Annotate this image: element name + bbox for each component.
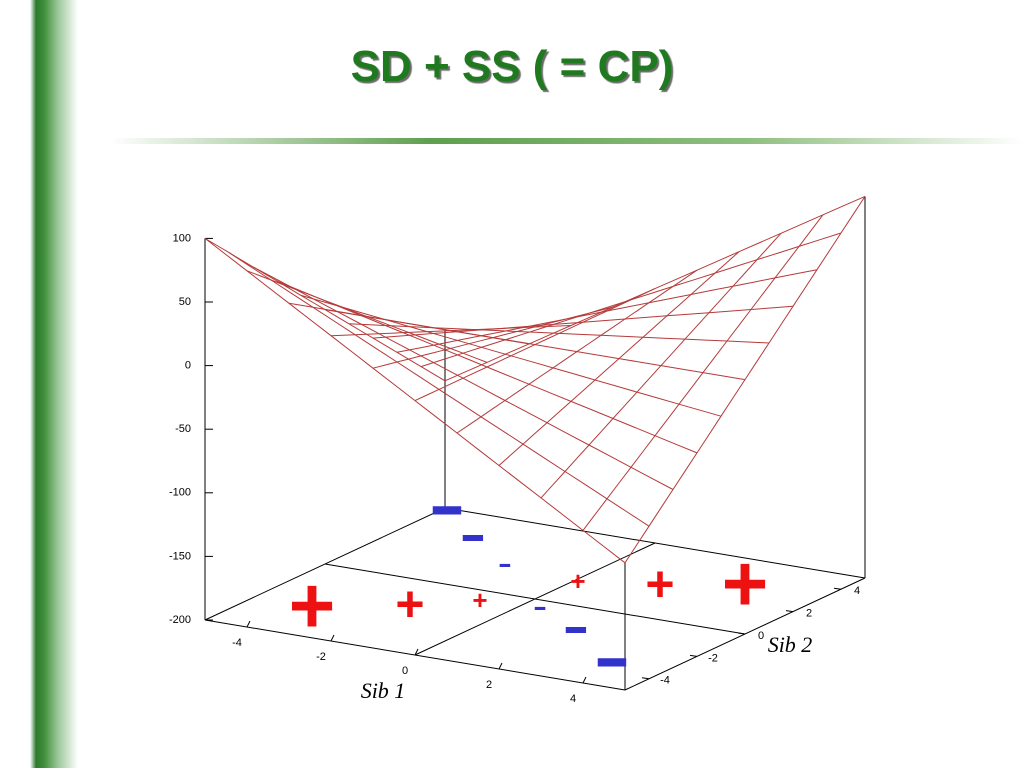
mesh-line — [540, 232, 782, 499]
y-tick — [833, 587, 842, 590]
z-tick-label: -150 — [169, 550, 191, 562]
y-tick — [641, 677, 650, 680]
plus-marker: + — [570, 566, 585, 596]
x-tick-label: 2 — [486, 679, 492, 691]
mesh-line — [444, 195, 866, 382]
y-tick-label: -4 — [660, 675, 670, 687]
plus-marker: + — [645, 556, 674, 612]
x-tick-label: -4 — [232, 637, 242, 649]
y-tick-label: 0 — [758, 630, 764, 642]
z-tick-label: -100 — [169, 487, 191, 499]
minus-marker: - — [460, 507, 487, 562]
x-tick — [330, 634, 335, 642]
mesh-line — [624, 196, 866, 564]
mesh-line — [456, 269, 698, 434]
mesh-line — [498, 251, 740, 466]
minus-marker: - — [533, 592, 547, 620]
mesh-line — [348, 323, 770, 344]
x-tick-label: 0 — [402, 665, 408, 677]
y-axis-label: Sib 2 — [768, 632, 813, 657]
title-rule — [110, 138, 1024, 144]
z-tick-label: -50 — [175, 423, 191, 435]
y-tick-label: -2 — [708, 652, 718, 664]
minus-marker: - — [593, 617, 630, 696]
plus-marker: + — [395, 576, 424, 632]
z-tick-label: 0 — [185, 360, 191, 372]
y-tick — [785, 610, 794, 613]
mesh-line — [582, 214, 824, 531]
x-axis-label: Sib 1 — [361, 678, 406, 703]
x-tick-label: 4 — [570, 693, 576, 705]
mesh-line — [372, 305, 794, 339]
mesh-line — [324, 309, 746, 381]
y-tick — [689, 654, 698, 657]
z-tick-label: -200 — [169, 614, 191, 626]
z-tick-label: 50 — [179, 296, 191, 308]
z-tick-label: 100 — [173, 232, 191, 244]
plus-marker: + — [722, 539, 769, 628]
x-tick — [582, 676, 587, 684]
slide-title: SD + SS ( = CP) — [350, 42, 674, 91]
x-tick — [414, 648, 419, 656]
minus-marker: - — [428, 465, 465, 544]
x-tick-label: -2 — [316, 651, 326, 663]
minus-marker: - — [563, 599, 590, 654]
y-tick — [737, 632, 746, 635]
plus-marker: + — [472, 585, 487, 615]
mesh-line — [396, 269, 818, 353]
floor-axis — [324, 563, 746, 635]
minus-marker: - — [498, 549, 512, 577]
x-tick — [246, 620, 251, 628]
x-tick — [498, 662, 503, 670]
y-tick-label: 2 — [806, 608, 812, 620]
side-bar — [0, 0, 80, 768]
mesh-line — [420, 232, 842, 368]
plus-marker: + — [289, 561, 336, 650]
y-tick-label: 4 — [854, 585, 860, 597]
